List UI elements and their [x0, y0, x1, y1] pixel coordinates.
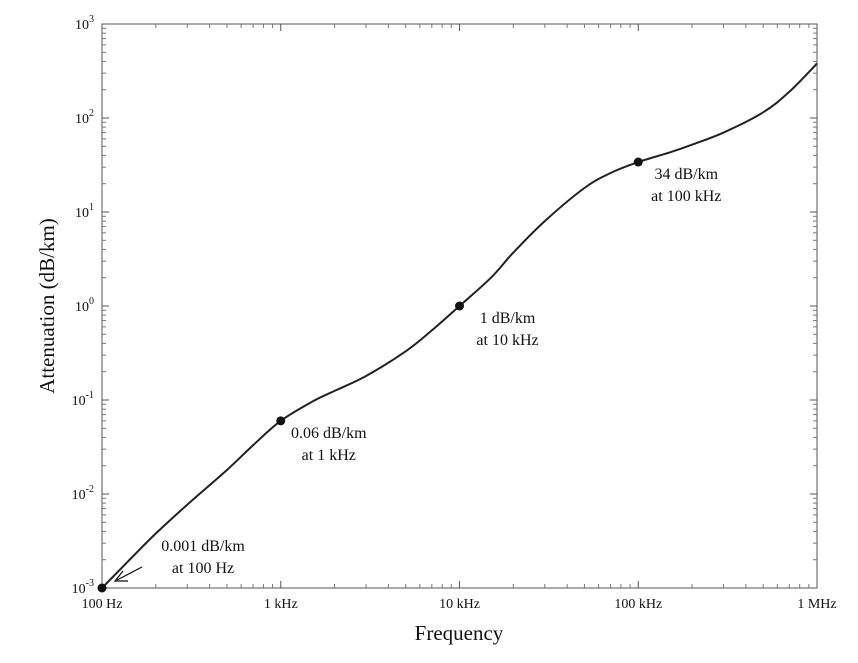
x-tick-label: 1 kHz	[264, 597, 298, 612]
y-tick-label: 10-1	[72, 390, 94, 409]
y-tick-label: 103	[75, 14, 94, 33]
y-tick-label: 102	[75, 108, 94, 127]
data-point-marker	[633, 157, 643, 167]
x-tick-label: 100 kHz	[614, 597, 662, 612]
ticks-layer: 100 Hz 1 kHz 10 kHz 100 kHz 1 MHz 10-3 10-2 10-…	[72, 14, 837, 612]
point-annotation: 0.06 dB/km at 1 kHz	[291, 425, 367, 464]
x-tick-label: 100 Hz	[82, 597, 123, 612]
attenuation-curve	[101, 62, 818, 589]
data-point-marker	[455, 301, 464, 311]
y-tick-label: 100	[75, 296, 94, 315]
y-axis-label: Attenuation (dB/km)	[35, 218, 59, 394]
marked-points-layer: 0.001 dB/km at 100 Hz 0.06 dB/km at 1 kHz 1 …	[97, 157, 721, 593]
point-annotation: 0.001 dB/km at 100 Hz	[161, 538, 245, 577]
y-tick-label: 10-2	[72, 484, 94, 503]
x-axis-label: Frequency	[415, 621, 504, 645]
point-annotation: 34 dB/km at 100 kHz	[651, 166, 721, 205]
annotation-arrow-head	[113, 570, 128, 582]
data-point-marker	[276, 416, 286, 426]
x-tick-label: 1 MHz	[797, 597, 836, 612]
x-tick-label: 10 kHz	[439, 597, 480, 612]
annotation-arrow-shaft	[116, 566, 143, 581]
y-tick-label: 10-3	[72, 578, 94, 597]
point-annotation: 1 dB/km at 10 kHz	[476, 310, 538, 349]
y-tick-label: 101	[75, 202, 94, 221]
data-point-marker	[97, 583, 107, 593]
